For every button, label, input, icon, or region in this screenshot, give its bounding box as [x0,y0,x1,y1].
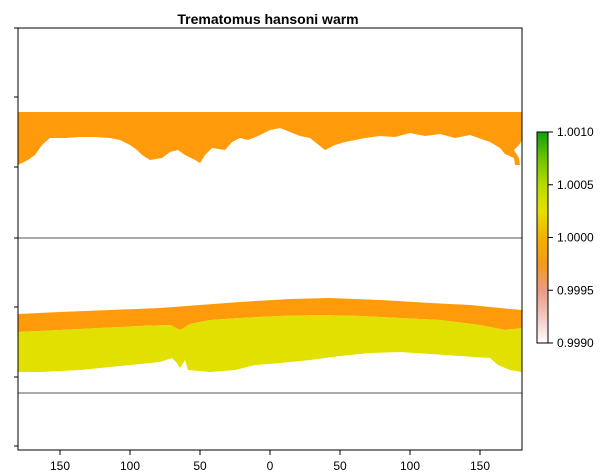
colorbar-ticks: 0.9990 0.9995 1.0000 1.0005 1.0010 [548,125,594,350]
x-tick-label: 150 [470,459,490,472]
colorbar-tick-label: 1.0005 [557,178,594,192]
x-tick-label: 0 [267,459,274,472]
colorbar-tick-label: 0.9995 [557,283,594,297]
colorbar-gradient [536,131,549,344]
colorbar-tick-label: 1.0000 [557,231,594,245]
x-axis: 150 100 50 0 50 100 150 [50,450,490,472]
northern-band-fill [18,112,522,165]
x-tick-label: 50 [193,459,207,472]
x-tick-label: 100 [120,459,140,472]
colorbar-tick-label: 1.0010 [557,125,594,139]
southern-band-orange [18,298,522,332]
colorbar-tick-label: 0.9990 [557,336,594,350]
y-axis [14,27,18,447]
chart-title: Trematomus hansoni warm [177,11,358,27]
x-tick-label: 50 [333,459,347,472]
x-tick-label: 100 [400,459,420,472]
x-tick-label: 150 [50,459,70,472]
plot-frame [17,27,523,451]
southern-band-yellow [18,315,522,372]
colorbar [536,131,549,344]
plot-area [17,27,523,451]
